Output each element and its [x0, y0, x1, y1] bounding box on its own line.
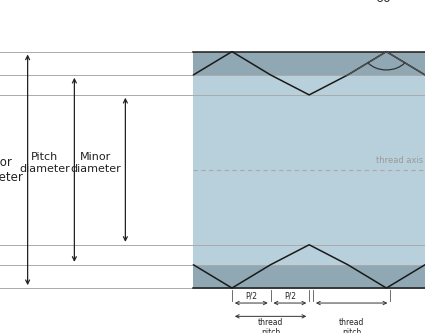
Text: Major
diameter: Major diameter: [0, 156, 23, 184]
Text: Pitch
diameter: Pitch diameter: [20, 153, 70, 174]
Text: thread
pitch
(P): thread pitch (P): [339, 318, 364, 333]
Text: P/2: P/2: [245, 291, 257, 300]
Text: P/2: P/2: [284, 291, 296, 300]
Bar: [193, 265, 425, 288]
Text: Minor
diameter: Minor diameter: [71, 153, 121, 174]
Text: 60º: 60º: [375, 0, 397, 5]
Bar: [193, 52, 425, 288]
Text: thread axis: thread axis: [376, 156, 423, 165]
Bar: [193, 52, 425, 75]
Text: thread
pitch
(P): thread pitch (P): [258, 318, 283, 333]
